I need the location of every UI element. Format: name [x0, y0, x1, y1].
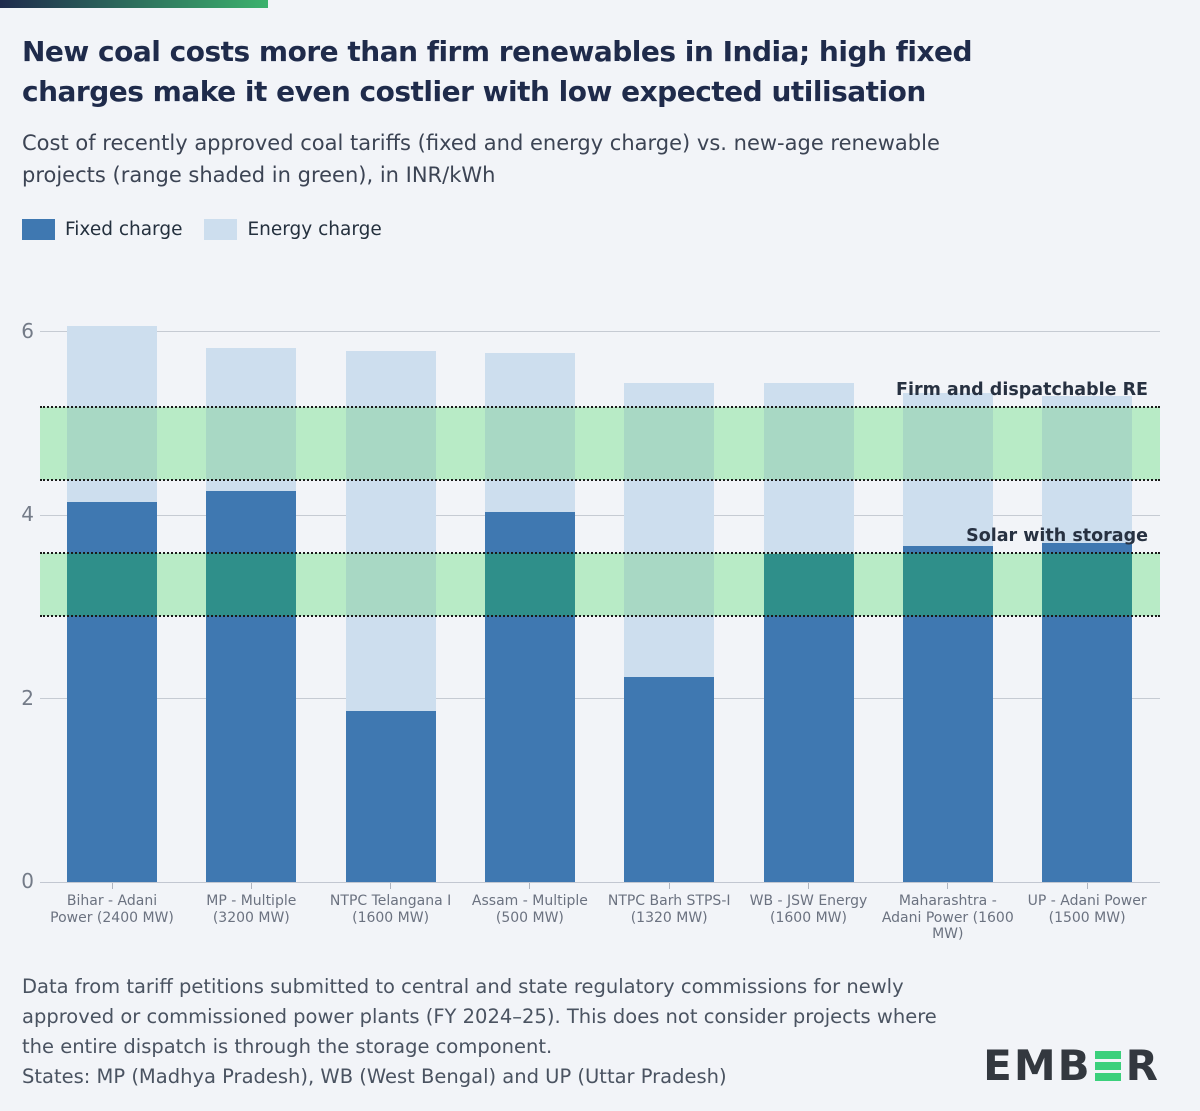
band-overlay-fixed-3-1: [484, 552, 575, 617]
band-overlay-energy-4-0: [624, 407, 715, 480]
x-axis-label-5: WB - JSW Energy (1600 MW): [749, 893, 868, 926]
energy-charge-swatch-icon: [204, 219, 238, 240]
band-border-top-1: [40, 551, 1160, 554]
gridline-2: [40, 698, 1160, 700]
band-overlay-fixed-1-1: [206, 552, 297, 617]
x-axis-label-6: Maharashtra - Adani Power (1600 MW): [881, 893, 1014, 942]
logo-e-bar: [1094, 1073, 1121, 1081]
x-axis-label-4: NTPC Barh STPS-I (1320 MW): [607, 893, 731, 926]
gridline-6: [40, 331, 1160, 333]
x-axis-label-0: Bihar - Adani Power (2400 MW): [50, 893, 174, 926]
axis-tick-5: [808, 883, 809, 889]
band-overlay-energy-7-0: [1042, 407, 1133, 480]
band-border-bottom-0: [40, 478, 1160, 481]
band-border-bottom-1: [40, 615, 1160, 618]
footer-note: Data from tariff petitions submitted to …: [22, 975, 937, 1058]
band-overlay-energy-3-0: [484, 407, 575, 480]
y-axis-label-6: 6: [21, 318, 34, 343]
axis-tick-7: [1086, 883, 1088, 889]
logo-e-bar: [1094, 1051, 1121, 1059]
x-axis-label-3: Assam - Multiple (500 MW): [471, 893, 588, 926]
chart-subtitle: Cost of recently approved coal tariffs (…: [22, 131, 940, 187]
band-overlay-energy-4-1: [624, 552, 715, 617]
band-overlay-energy-6-0: [902, 407, 993, 480]
ember-logo: EMB R: [983, 1041, 1160, 1090]
x-axis-line: [40, 882, 1160, 883]
band-overlay-energy-0-0: [67, 407, 157, 480]
band-overlay-energy-1-0: [206, 407, 297, 480]
axis-tick-3: [529, 883, 531, 889]
y-axis-label-2: 2: [21, 685, 34, 710]
x-axis-label-1: MP - Multiple (3200 MW): [206, 893, 297, 926]
bar-fixed-segment-1: [206, 490, 297, 882]
legend-label-fixed-charge: Fixed charge: [65, 219, 183, 240]
band-label-0: Firm and dispatchable RE: [896, 380, 1148, 401]
chart-title: New coal costs more than firm renewables…: [22, 35, 973, 108]
bar-fixed-segment-4: [624, 676, 715, 882]
axis-tick-4: [668, 883, 670, 889]
brand-accent-bar: [0, 0, 268, 8]
axis-tick-1: [250, 883, 252, 889]
legend-item-fixed-charge: Fixed charge: [22, 219, 182, 240]
ember-logo-green-e-icon: [1094, 1050, 1121, 1082]
band-overlay-fixed-5-1: [763, 553, 854, 617]
band-border-top-0: [40, 406, 1160, 409]
fixed-charge-swatch-icon: [22, 219, 55, 240]
band-overlay-energy-5-0: [763, 407, 854, 480]
legend-label-energy-charge: Energy charge: [247, 219, 382, 240]
band-overlay-fixed-7-1: [1042, 552, 1133, 617]
x-axis-label-7: UP - Adani Power (1500 MW): [1027, 893, 1147, 926]
ember-logo-text-r: R: [1125, 1041, 1160, 1090]
band-overlay-fixed-0-1: [67, 552, 157, 617]
axis-tick-6: [947, 883, 949, 889]
footer-states-note: States: MP (Madhya Pradesh), WB (West Be…: [22, 1065, 727, 1088]
bar-fixed-segment-2: [345, 710, 436, 882]
ember-logo-text-emb: EMB: [983, 1041, 1092, 1090]
legend: Fixed charge Energy charge: [22, 219, 382, 240]
legend-item-energy-charge: Energy charge: [204, 219, 382, 240]
band-overlay-fixed-6-1: [902, 552, 993, 617]
band-overlay-energy-2-1: [345, 552, 436, 617]
y-axis-label-0: 0: [21, 869, 34, 893]
axis-tick-0: [111, 883, 113, 889]
band-overlay-energy-2-0: [345, 407, 436, 480]
band-label-1: Solar with storage: [966, 525, 1148, 546]
y-axis-label-4: 4: [21, 502, 34, 527]
logo-e-bar: [1094, 1062, 1121, 1070]
x-axis-label-2: NTPC Telangana I (1600 MW): [329, 893, 452, 926]
gridline-4: [40, 514, 1160, 516]
axis-tick-2: [390, 883, 392, 889]
